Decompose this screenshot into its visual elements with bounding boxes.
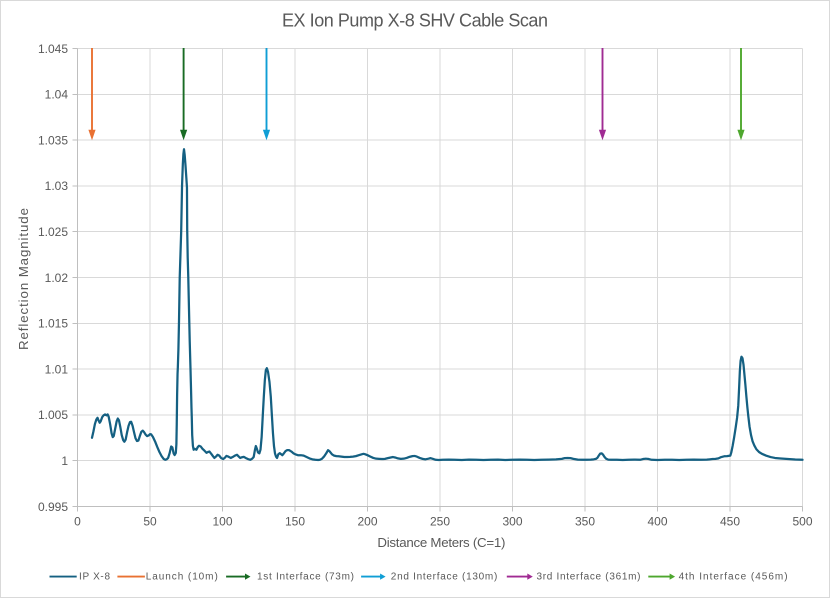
svg-text:300: 300	[502, 515, 522, 529]
svg-text:IP X-8: IP X-8	[79, 571, 110, 582]
svg-text:1.01: 1.01	[45, 362, 69, 376]
svg-text:350: 350	[575, 515, 595, 529]
svg-text:Reflection Magnitude: Reflection Magnitude	[16, 208, 31, 350]
svg-text:250: 250	[430, 515, 450, 529]
svg-text:1.035: 1.035	[38, 133, 68, 147]
svg-text:Distance Meters (C=1): Distance Meters (C=1)	[377, 535, 505, 550]
svg-text:1.005: 1.005	[38, 408, 68, 422]
svg-text:1.04: 1.04	[45, 88, 69, 102]
svg-text:1.02: 1.02	[45, 271, 69, 285]
svg-text:0.995: 0.995	[38, 500, 68, 514]
svg-text:Launch (10m): Launch (10m)	[146, 571, 218, 582]
svg-text:1.025: 1.025	[38, 225, 68, 239]
svg-text:1: 1	[61, 454, 68, 468]
svg-text:EX Ion Pump X-8 SHV Cable Scan: EX Ion Pump X-8 SHV Cable Scan	[282, 11, 548, 31]
svg-text:100: 100	[212, 515, 232, 529]
svg-text:400: 400	[647, 515, 667, 529]
svg-text:150: 150	[285, 515, 305, 529]
svg-text:500: 500	[792, 515, 812, 529]
svg-text:1.045: 1.045	[38, 42, 68, 56]
svg-text:4th Interface (456m): 4th Interface (456m)	[679, 571, 788, 582]
svg-text:450: 450	[720, 515, 740, 529]
svg-text:2nd Interface (130m): 2nd Interface (130m)	[391, 571, 498, 582]
svg-text:1.015: 1.015	[38, 317, 68, 331]
svg-text:0: 0	[74, 515, 81, 529]
svg-text:1st Interface (73m): 1st Interface (73m)	[257, 571, 354, 582]
svg-text:1.03: 1.03	[45, 179, 69, 193]
svg-text:3rd Interface (361m): 3rd Interface (361m)	[537, 571, 641, 582]
svg-text:50: 50	[143, 515, 157, 529]
svg-text:200: 200	[357, 515, 377, 529]
